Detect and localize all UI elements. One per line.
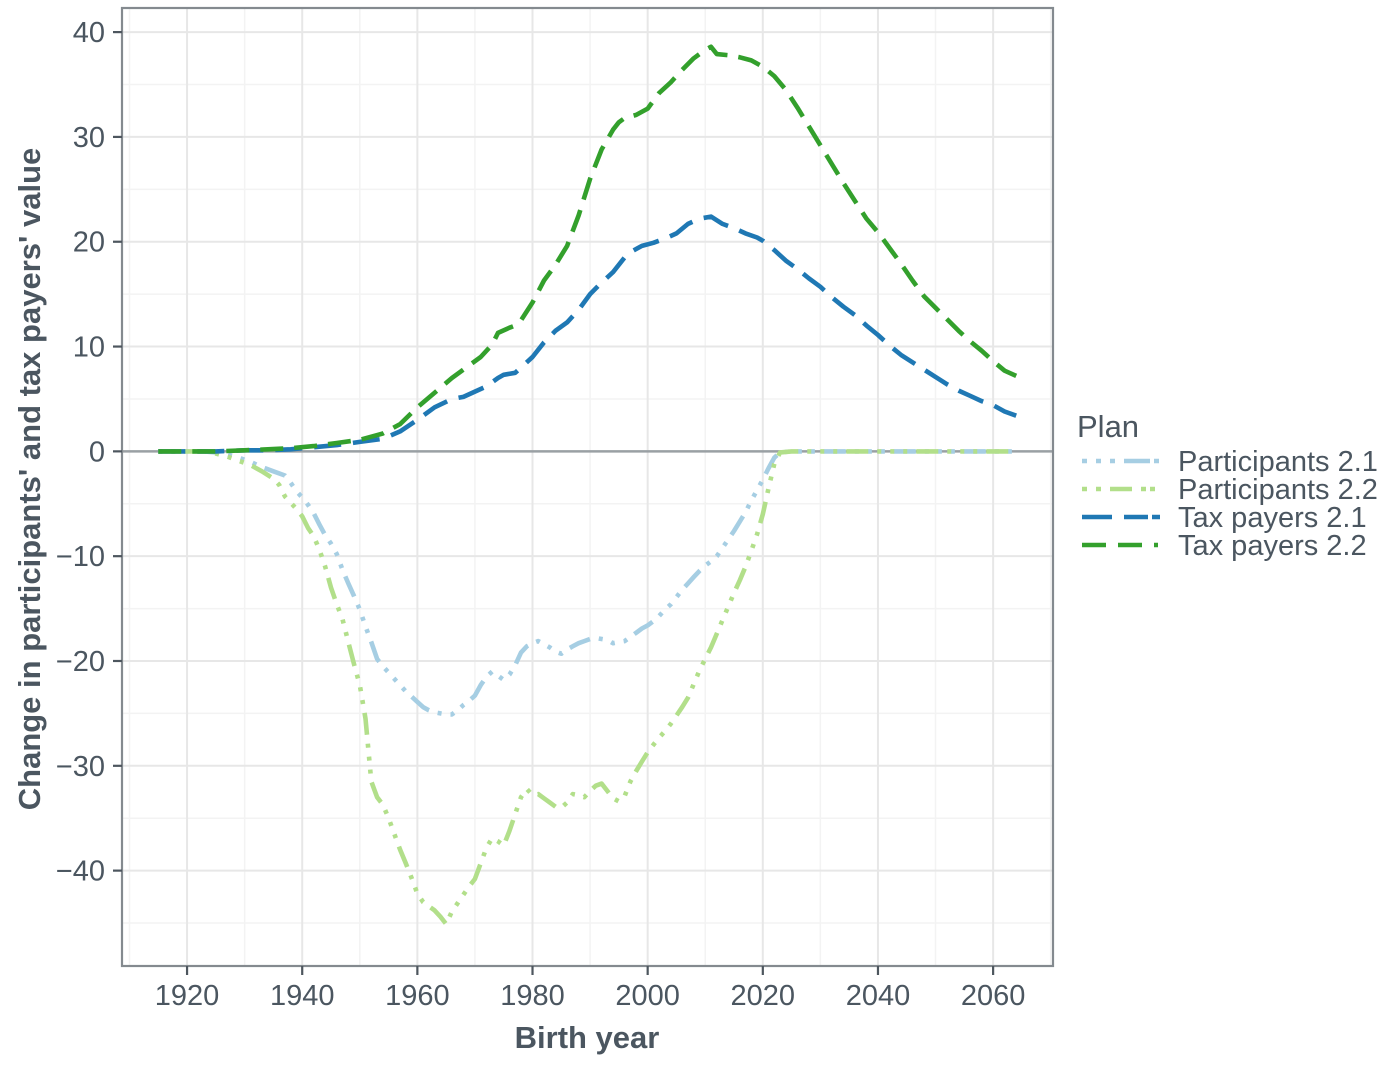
legend-label: Participants 2.2 bbox=[1178, 474, 1378, 506]
x-tick-label: 1960 bbox=[385, 980, 450, 1012]
x-axis-title: Birth year bbox=[515, 1020, 660, 1055]
legend-item-tax-payers-2-1: Tax payers 2.1 bbox=[1082, 502, 1367, 534]
y-tick-label: 20 bbox=[73, 227, 105, 259]
y-tick-label: −30 bbox=[56, 751, 105, 783]
plot-panel bbox=[120, 6, 1055, 968]
y-tick-label: −20 bbox=[56, 646, 105, 678]
series-line-tax-payers-2-2 bbox=[158, 44, 1018, 454]
legend-label: Tax payers 2.2 bbox=[1178, 530, 1367, 562]
panel-background bbox=[122, 8, 1053, 966]
y-axis-title: Change in participants' and tax payers' … bbox=[12, 148, 47, 811]
y-tick-label: 30 bbox=[73, 122, 105, 154]
legend-item-participants-2-1: Participants 2.1 bbox=[1082, 446, 1378, 478]
series-line-participants-2-2 bbox=[158, 449, 1017, 927]
series-line-participants-2-1 bbox=[158, 449, 1017, 717]
x-tick-label: 2060 bbox=[961, 980, 1026, 1012]
x-tick-label: 1920 bbox=[155, 980, 220, 1012]
x-tick-label: 2020 bbox=[731, 980, 796, 1012]
legend-label: Tax payers 2.1 bbox=[1178, 502, 1367, 534]
legend-item-tax-payers-2-2: Tax payers 2.2 bbox=[1082, 530, 1367, 562]
legend-item-participants-2-2: Participants 2.2 bbox=[1082, 474, 1378, 506]
y-tick-label: −40 bbox=[56, 856, 105, 888]
axes: 1920 1940 1960 1980 2000 2020 2040 2060−40−30−2… bbox=[56, 17, 1026, 1012]
x-tick-label: 1980 bbox=[500, 980, 565, 1012]
y-tick-label: 40 bbox=[73, 17, 105, 49]
x-tick-label: 2000 bbox=[615, 980, 680, 1012]
y-tick-label: 10 bbox=[73, 332, 105, 364]
y-tick-label: −10 bbox=[56, 541, 105, 573]
legend-label: Participants 2.1 bbox=[1178, 446, 1378, 478]
y-tick-label: 0 bbox=[89, 436, 105, 468]
legend-title: Plan bbox=[1077, 409, 1139, 444]
panel-border bbox=[120, 6, 1055, 968]
series-line-tax-payers-2-1 bbox=[158, 214, 1017, 454]
x-tick-label: 1940 bbox=[270, 980, 335, 1012]
x-tick-label: 2040 bbox=[846, 980, 911, 1012]
